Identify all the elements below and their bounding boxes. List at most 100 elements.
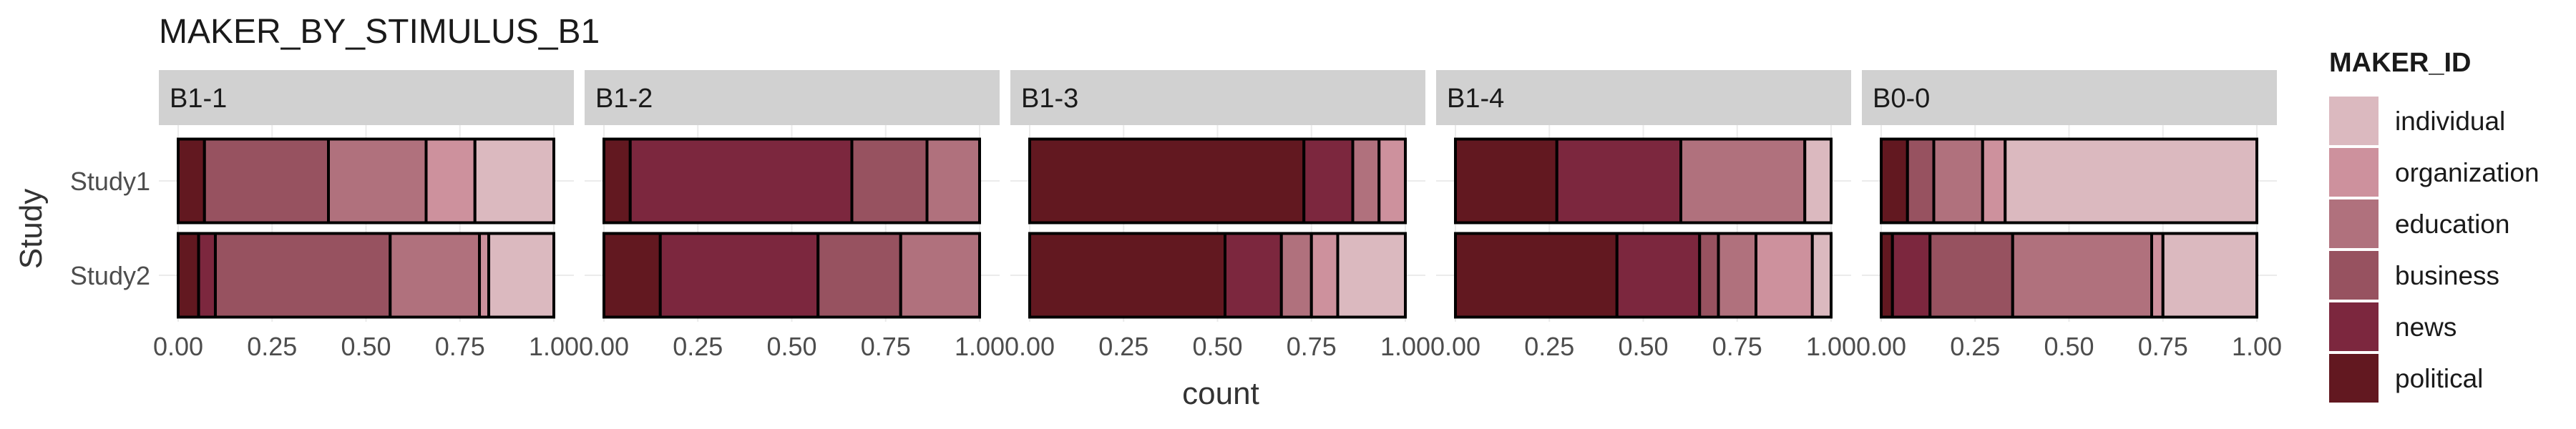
legend-key [2329, 354, 2379, 403]
bar-segment-political [1028, 137, 1306, 225]
x-tick-label: 0.00 [153, 332, 203, 361]
bar-segment-individual [1336, 232, 1407, 319]
facet-B1-4: B1-4 0.00 0.25 0.50 0.75 1.00 [1430, 70, 1856, 361]
x-tick-label: 0.25 [1098, 332, 1148, 361]
bar-segment-education [1351, 137, 1381, 225]
bar-segment-organization [2150, 232, 2165, 319]
legend-entry-news: news [2329, 302, 2457, 351]
bar-segment-organization [1309, 232, 1340, 319]
facet-strip-label: B1-3 [1021, 84, 1078, 114]
x-tick-label: 0.25 [1524, 332, 1574, 361]
bar-segment-news [1555, 137, 1682, 225]
y-tick-label: Study2 [70, 261, 150, 290]
bar-segment-organization [1377, 137, 1407, 225]
bar-segment-political [177, 232, 200, 319]
x-tick-label: 0.75 [2138, 332, 2188, 361]
bar-segment-education [1717, 232, 1757, 319]
bar-segment-business [816, 232, 902, 319]
chart-title: MAKER_BY_STIMULUS_B1 [159, 13, 600, 51]
bar-segment-business [850, 137, 929, 225]
legend-label: organization [2395, 158, 2540, 187]
bar-segment-organization [424, 137, 477, 225]
x-tick-label: 0.50 [2044, 332, 2094, 361]
bar-segment-individual [1803, 137, 1833, 225]
legend-key [2329, 302, 2379, 351]
legend-label: education [2395, 209, 2509, 239]
legend-entry-political: political [2329, 354, 2483, 403]
legend-key [2329, 148, 2379, 197]
bar-segment-political [1454, 232, 1619, 319]
bar-segment-business [1928, 232, 2014, 319]
facet-B1-2: B1-2 0.00 0.25 0.50 0.75 1.00 [579, 70, 1005, 361]
x-tick-label: 1.00 [955, 332, 1005, 361]
y-axis-title: Study [14, 189, 49, 270]
bar-segment-business [203, 137, 330, 225]
x-tick-label: 0.75 [861, 332, 911, 361]
bar-segment-education [925, 137, 981, 225]
bar-segment-individual [2004, 137, 2258, 225]
x-tick-label: 0.25 [247, 332, 297, 361]
facet-panels: B1-1 0.00 0.25 0.50 0.75 1.00 B1-2 0.00 0.25 0.50… [70, 70, 2282, 361]
facet-strip-label: B0-0 [1873, 84, 1930, 114]
facet-B1-3: B1-3 0.00 0.25 0.50 0.75 1.00 [1005, 70, 1430, 361]
legend-key [2329, 251, 2379, 300]
bar-segment-news [1890, 232, 1932, 319]
legend-key [2329, 97, 2379, 145]
bar-segment-political [1880, 232, 1894, 319]
bar-segment-news [197, 232, 217, 319]
bar-segment-political [1454, 137, 1558, 225]
legend-label: political [2395, 364, 2483, 393]
bar-segment-news [1302, 137, 1355, 225]
x-tick-label: 1.00 [1380, 332, 1430, 361]
legend-key [2329, 199, 2379, 248]
legend-entry-education: education [2329, 199, 2509, 248]
y-tick-label: Study1 [70, 167, 150, 196]
bar-segment-individual [2161, 232, 2258, 319]
bar-segment-business [1906, 137, 1936, 225]
x-tick-label: 0.25 [673, 332, 723, 361]
x-tick-label: 0.75 [435, 332, 485, 361]
bar-segment-education [1932, 137, 1984, 225]
legend-label: news [2395, 312, 2457, 342]
x-tick-label: 0.50 [1192, 332, 1242, 361]
x-tick-label: 0.25 [1950, 332, 2000, 361]
x-tick-label: 0.00 [1856, 332, 1906, 361]
bar-segment-news [658, 232, 820, 319]
bar-segment-political [602, 137, 632, 225]
legend-entry-individual: individual [2329, 97, 2505, 145]
facet-B0-0: B0-0 0.00 0.25 0.50 0.75 1.00 [1856, 70, 2282, 361]
legend-title: MAKER_ID [2329, 48, 2471, 78]
bar-segment-news [1615, 232, 1702, 319]
facet-strip [1010, 70, 1425, 125]
facet-strip [585, 70, 1000, 125]
bar-segment-news [628, 137, 854, 225]
legend-entry-business: business [2329, 251, 2499, 300]
x-tick-label: 1.00 [1806, 332, 1856, 361]
x-tick-label: 1.00 [529, 332, 579, 361]
legend-label: business [2395, 261, 2499, 290]
bar-segment-education [327, 137, 428, 225]
x-axis-title: count [1182, 376, 1259, 411]
bar-segment-business [1698, 232, 1720, 319]
bar-segment-education [899, 232, 981, 319]
facet-B1-1: B1-1 0.00 0.25 0.50 0.75 1.00 [153, 70, 579, 361]
facet-strip [1436, 70, 1851, 125]
bar-segment-individual [1810, 232, 1833, 319]
x-tick-label: 0.00 [1005, 332, 1055, 361]
x-tick-label: 0.00 [579, 332, 629, 361]
bar-segment-business [213, 232, 392, 319]
bar-segment-education [1679, 137, 1807, 225]
facet-strip [1862, 70, 2277, 125]
x-tick-label: 1.00 [2232, 332, 2282, 361]
bar-segment-education [1279, 232, 1313, 319]
bar-segment-education [2011, 232, 2153, 319]
bar-segment-organization [1981, 137, 2007, 225]
bar-segment-news [1224, 232, 1283, 319]
x-tick-label: 0.50 [766, 332, 816, 361]
legend-entry-organization: organization [2329, 148, 2540, 197]
bar-segment-education [389, 232, 482, 319]
x-tick-label: 0.50 [1618, 332, 1668, 361]
facet-strip-label: B1-1 [170, 84, 227, 114]
bar-segment-political [1028, 232, 1226, 319]
